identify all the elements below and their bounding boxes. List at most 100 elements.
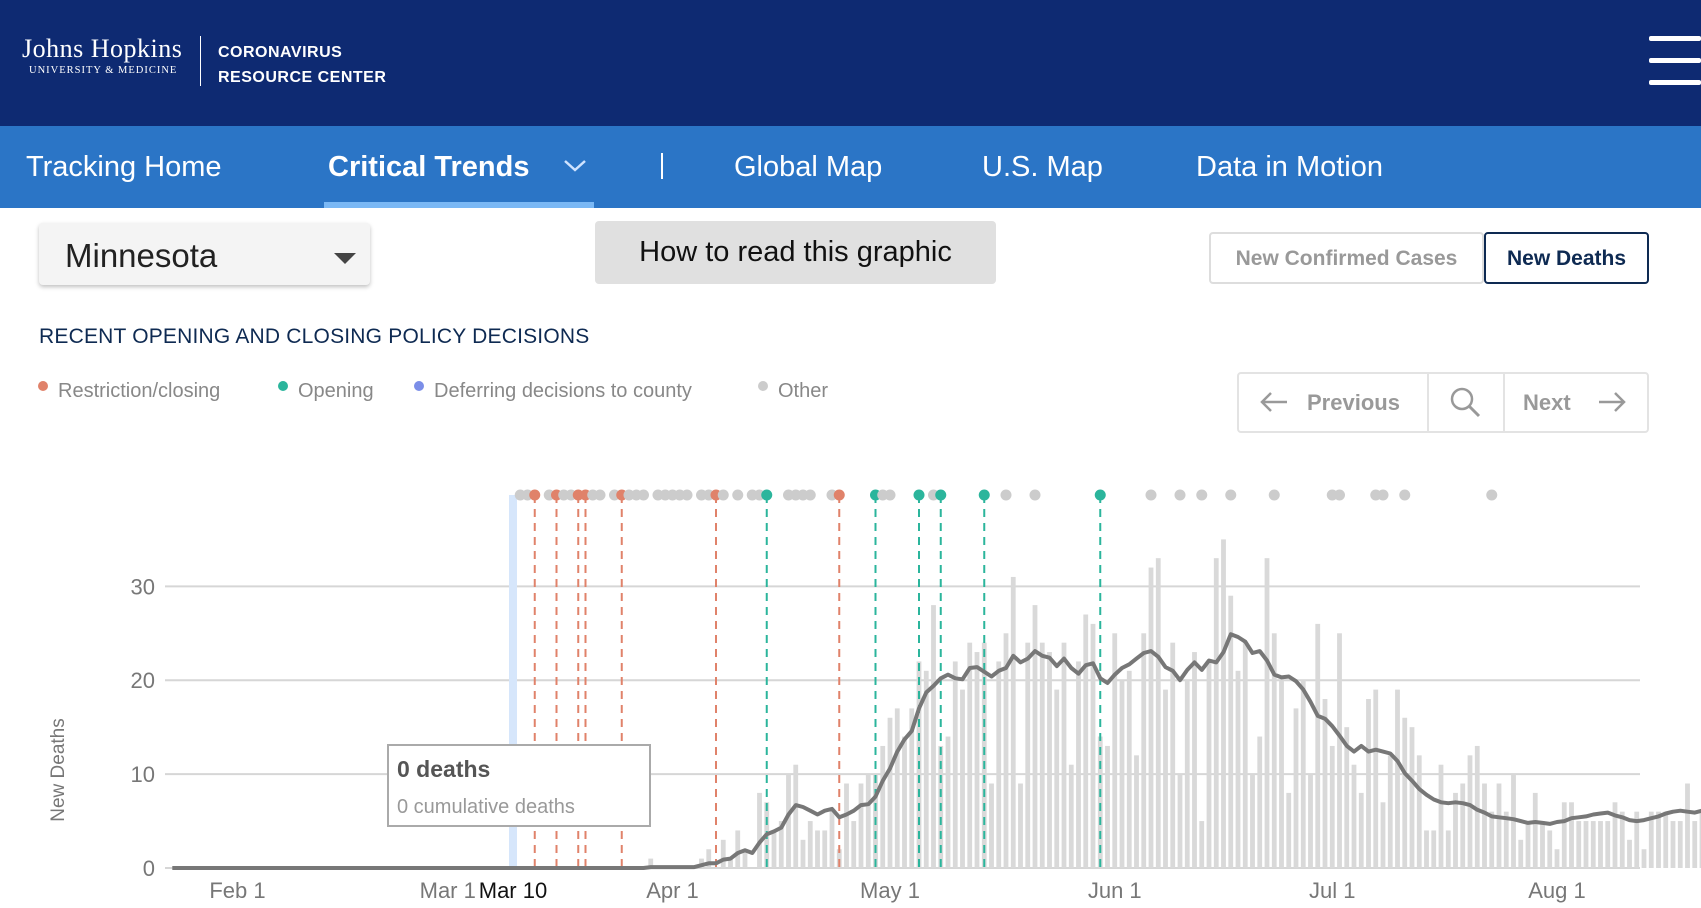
policy-marker-dot[interactable] — [717, 489, 729, 501]
policy-marker-dot[interactable] — [1094, 489, 1106, 501]
bar — [1453, 792, 1458, 868]
bar — [1438, 764, 1444, 868]
bar — [1018, 783, 1023, 868]
bar — [1054, 689, 1060, 868]
bar — [1047, 652, 1052, 868]
next-button[interactable]: Next — [1523, 374, 1627, 431]
bar — [1105, 745, 1110, 868]
y-tick-label: 20 — [131, 668, 155, 693]
deaths-chart[interactable]: New Deaths 0 10 20 30 Feb 1 Mar 1 Mar 10 Apr 1 M… — [0, 470, 1701, 908]
bar — [1445, 830, 1451, 868]
policy-marker-dot[interactable] — [1225, 489, 1237, 501]
policy-marker-dot[interactable] — [732, 489, 744, 501]
bar — [981, 642, 987, 868]
bar — [1547, 830, 1553, 868]
state-dropdown-value: Minnesota — [65, 237, 218, 274]
policy-marker-dot[interactable] — [978, 489, 990, 501]
nav-critical-trends[interactable]: Critical Trends — [328, 151, 530, 183]
other-dot-icon — [758, 381, 768, 391]
bar — [1677, 821, 1683, 868]
legend-deferring-label: Deferring decisions to county — [434, 380, 692, 402]
bar — [1242, 642, 1248, 868]
bar — [1474, 745, 1480, 868]
bar — [1199, 821, 1205, 868]
previous-button[interactable]: Previous — [1259, 374, 1400, 431]
policy-marker-dot[interactable] — [1334, 489, 1345, 501]
site-title[interactable]: CORONAVIRUS RESOURCE CENTER — [218, 40, 386, 90]
policy-marker-dot[interactable] — [884, 489, 896, 501]
bar — [1532, 792, 1538, 868]
toggle-new-confirmed-cases[interactable]: New Confirmed Cases — [1209, 232, 1484, 284]
bar — [1518, 839, 1524, 868]
bar — [1670, 821, 1676, 868]
nav-global-map[interactable]: Global Map — [734, 151, 883, 183]
policy-marker-dot[interactable] — [1174, 489, 1186, 501]
policy-marker-dot[interactable] — [1377, 489, 1389, 501]
policy-marker-dot[interactable] — [833, 489, 845, 501]
bar — [1648, 811, 1654, 868]
jhu-logo[interactable]: Johns Hopkins UNIVERSITY & MEDICINE — [22, 36, 182, 77]
bar — [1090, 623, 1096, 868]
x-tick-label: Aug 1 — [1528, 878, 1586, 903]
policy-marker-dot[interactable] — [761, 489, 773, 501]
policy-marker-dot[interactable] — [1196, 489, 1208, 501]
bar — [720, 839, 726, 868]
bar — [1685, 783, 1690, 868]
bar — [1192, 652, 1197, 868]
chevron-down-icon[interactable] — [563, 154, 587, 178]
policy-marker-dot[interactable] — [1399, 489, 1411, 501]
policy-marker-dot[interactable] — [1486, 489, 1498, 501]
nav-us-map[interactable]: U.S. Map — [982, 151, 1103, 183]
policy-marker-dot[interactable] — [1029, 489, 1041, 501]
bar — [952, 661, 958, 868]
bar — [931, 605, 936, 868]
how-to-read-button[interactable]: How to read this graphic — [595, 221, 996, 284]
bar — [829, 811, 835, 868]
x-tick-label: Jul 1 — [1309, 878, 1355, 903]
policy-marker-dot[interactable] — [594, 489, 606, 501]
policy-markers[interactable] — [514, 489, 1498, 501]
chart-tooltip: 0 deaths 0 cumulative deaths — [387, 744, 651, 827]
bar — [865, 774, 871, 868]
bar — [1039, 642, 1045, 868]
bar — [989, 783, 994, 868]
bar — [1540, 821, 1545, 868]
bar — [887, 717, 893, 868]
policy-marker-dot[interactable] — [935, 489, 947, 501]
bar — [1322, 699, 1328, 868]
bar — [706, 849, 712, 868]
next-label: Next — [1523, 390, 1571, 415]
bar — [1003, 633, 1009, 868]
axes: New Deaths 0 10 20 30 Feb 1 Mar 1 Mar 10 Apr 1 M… — [48, 574, 1586, 903]
nav-tracking-home[interactable]: Tracking Home — [26, 151, 222, 183]
nav-data-in-motion[interactable]: Data in Motion — [1196, 151, 1383, 183]
bar — [1663, 811, 1669, 868]
policy-marker-dot[interactable] — [913, 489, 925, 501]
policy-marker-dot[interactable] — [529, 489, 541, 501]
state-dropdown[interactable]: Minnesota — [39, 223, 370, 285]
bar — [1467, 755, 1473, 868]
search-button[interactable] — [1449, 374, 1481, 431]
policy-marker-dot[interactable] — [681, 489, 693, 501]
bar — [1569, 802, 1574, 868]
bar — [1271, 633, 1277, 868]
policy-marker-dot[interactable] — [804, 489, 816, 501]
policy-marker-dot[interactable] — [1268, 489, 1280, 501]
policy-marker-dot[interactable] — [1000, 489, 1012, 501]
bar — [1032, 605, 1038, 868]
bar — [1083, 614, 1089, 868]
policy-marker-dot[interactable] — [1145, 489, 1157, 501]
toggle-new-deaths[interactable]: New Deaths — [1484, 232, 1649, 284]
bar — [1395, 689, 1400, 868]
previous-label: Previous — [1307, 390, 1400, 415]
bar — [1576, 821, 1582, 868]
x-tick-label: Mar 10 — [479, 878, 547, 903]
bar — [1496, 783, 1502, 868]
bar — [1583, 821, 1589, 868]
bar — [815, 830, 820, 868]
hamburger-menu-icon[interactable] — [1649, 36, 1701, 88]
policy-marker-dot[interactable] — [638, 489, 649, 501]
restriction-dot-icon — [38, 381, 48, 391]
bar — [1627, 839, 1632, 868]
legend-restriction: Restriction/closing — [38, 380, 220, 403]
